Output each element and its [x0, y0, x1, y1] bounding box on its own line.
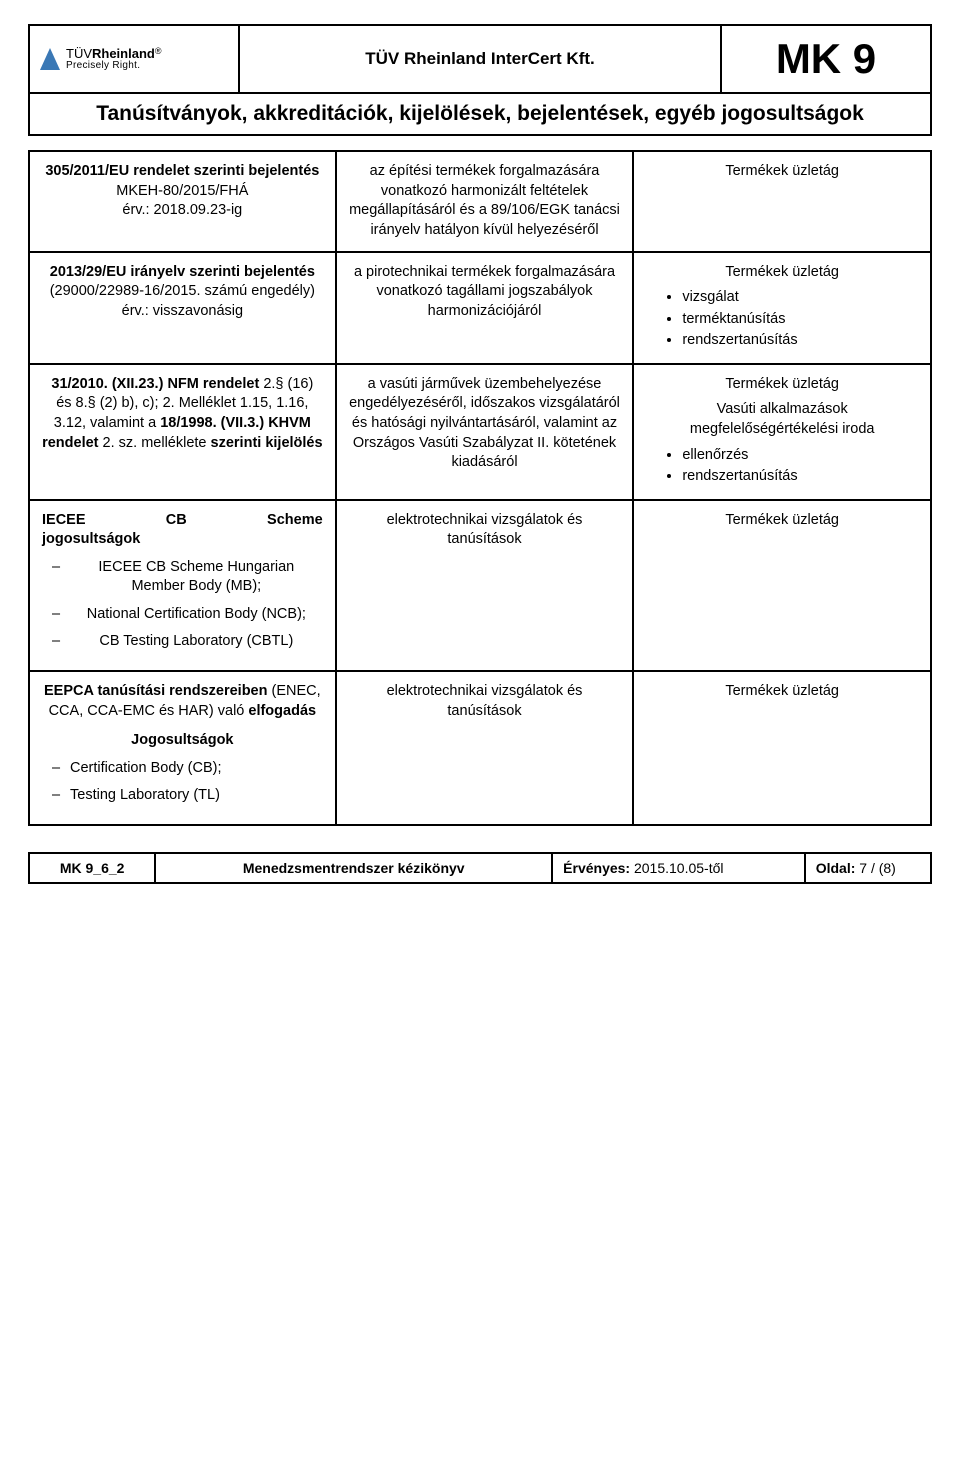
col2-cell: a pirotechnikai termékek forgalmazására … — [336, 252, 634, 364]
col3-heading: Termékek üzletág — [646, 375, 918, 395]
col1-line: 305/2011/EU rendelet szerinti bejelentés — [42, 162, 323, 182]
col3-bullet-list: ellenőrzésrendszertanúsítás — [646, 446, 918, 487]
col2-cell: az építési termékek forgalmazására vonat… — [336, 151, 634, 251]
col1-cell: 2013/29/EU irányelv szerinti bejelentés(… — [29, 252, 336, 364]
col1-line: MKEH-80/2015/FHÁ — [42, 182, 323, 202]
list-item: Testing Laboratory (TL) — [52, 786, 323, 806]
col3-heading: Termékek üzletág — [646, 682, 918, 702]
col3-cell: Termékek üzletág — [633, 151, 931, 251]
logo-name: TÜVRheinland® — [66, 47, 161, 61]
tuv-triangle-icon — [40, 48, 60, 70]
col3-cell: Termékek üzletág vizsgálatterméktanúsítás… — [633, 252, 931, 364]
list-item: vizsgálat — [682, 288, 918, 308]
col1-cell: EEPCA tanúsítási rendszereiben (ENEC, CC… — [29, 671, 336, 825]
col1-cell: 305/2011/EU rendelet szerinti bejelentés… — [29, 151, 336, 251]
col3-bullet-list: vizsgálatterméktanúsításrendszertanúsítá… — [646, 288, 918, 351]
doc-code: MK 9 — [721, 25, 931, 93]
col1-subheading: Jogosultságok — [42, 731, 323, 751]
list-item: rendszertanúsítás — [682, 467, 918, 487]
footer-code: MK 9_6_2 — [29, 853, 155, 883]
col1-line: (29000/22989-16/2015. számú engedély) — [42, 282, 323, 302]
col1-cell: 31/2010. (XII.23.) NFM rendelet 2.§ (16)… — [29, 364, 336, 500]
footer-page: Oldal: 7 / (8) — [805, 853, 931, 883]
col1-cell: IECEE CB Schemejogosultságok IECEE CB Sch… — [29, 500, 336, 671]
footer-valid: Érvényes: 2015.10.05-től — [552, 853, 805, 883]
col1-line: 2013/29/EU irányelv szerinti bejelentés — [42, 263, 323, 283]
col3-subheading: Vasúti alkalmazások megfelelőségértékelé… — [646, 400, 918, 439]
col1-subline: jogosultságok — [42, 530, 323, 550]
header-table: TÜVRheinland® Precisely Right. TÜV Rhein… — [28, 24, 932, 136]
footer-table: MK 9_6_2 Menedzsmentrendszer kézikönyv É… — [28, 852, 932, 884]
list-item: CB Testing Laboratory (CBTL) — [52, 632, 323, 652]
col3-heading: Termékek üzletág — [646, 263, 918, 283]
logo-tagline: Precisely Right. — [66, 61, 161, 72]
list-item: National Certification Body (NCB); — [52, 605, 323, 625]
table-row: 305/2011/EU rendelet szerinti bejelentés… — [29, 151, 931, 251]
main-content-table: 305/2011/EU rendelet szerinti bejelentés… — [28, 150, 932, 826]
list-item: terméktanúsítás — [682, 310, 918, 330]
col1-line: érv.: visszavonásig — [42, 302, 323, 322]
col1-line: érv.: 2018.09.23-ig — [42, 201, 323, 221]
col3-cell: Termékek üzletág — [633, 671, 931, 825]
col1-rich: 31/2010. (XII.23.) NFM rendelet 2.§ (16)… — [42, 375, 323, 453]
doc-subtitle: Tanúsítványok, akkreditációk, kijelölése… — [29, 93, 931, 135]
col3-cell: Termékek üzletág Vasúti alkalmazások megf… — [633, 364, 931, 500]
col1-dash-list: IECEE CB Scheme Hungarian Member Body (M… — [42, 558, 323, 652]
col3-cell: Termékek üzletág — [633, 500, 931, 671]
list-item: IECEE CB Scheme Hungarian Member Body (M… — [52, 558, 323, 597]
table-row: 31/2010. (XII.23.) NFM rendelet 2.§ (16)… — [29, 364, 931, 500]
footer-title: Menedzsmentrendszer kézikönyv — [155, 853, 552, 883]
list-item: rendszertanúsítás — [682, 331, 918, 351]
company-name: TÜV Rheinland InterCert Kft. — [239, 25, 721, 93]
list-item: ellenőrzés — [682, 446, 918, 466]
col2-cell: elektrotechnikai vizsgálatok és tanúsítá… — [336, 671, 634, 825]
col1-rich: EEPCA tanúsítási rendszereiben (ENEC, CC… — [42, 682, 323, 721]
table-row: 2013/29/EU irányelv szerinti bejelentés(… — [29, 252, 931, 364]
col1-justify-row: IECEE CB Scheme — [42, 511, 323, 531]
col2-cell: a vasúti járművek üzembehelyezése engedé… — [336, 364, 634, 500]
col1-dash-list: Certification Body (CB); Testing Laborato… — [42, 759, 323, 806]
logo-cell: TÜVRheinland® Precisely Right. — [29, 25, 239, 93]
col3-heading: Termékek üzletág — [646, 511, 918, 531]
table-row: EEPCA tanúsítási rendszereiben (ENEC, CC… — [29, 671, 931, 825]
table-row: IECEE CB Schemejogosultságok IECEE CB Sch… — [29, 500, 931, 671]
col2-cell: elektrotechnikai vizsgálatok és tanúsítá… — [336, 500, 634, 671]
col3-heading: Termékek üzletág — [646, 162, 918, 182]
list-item: Certification Body (CB); — [52, 759, 323, 779]
